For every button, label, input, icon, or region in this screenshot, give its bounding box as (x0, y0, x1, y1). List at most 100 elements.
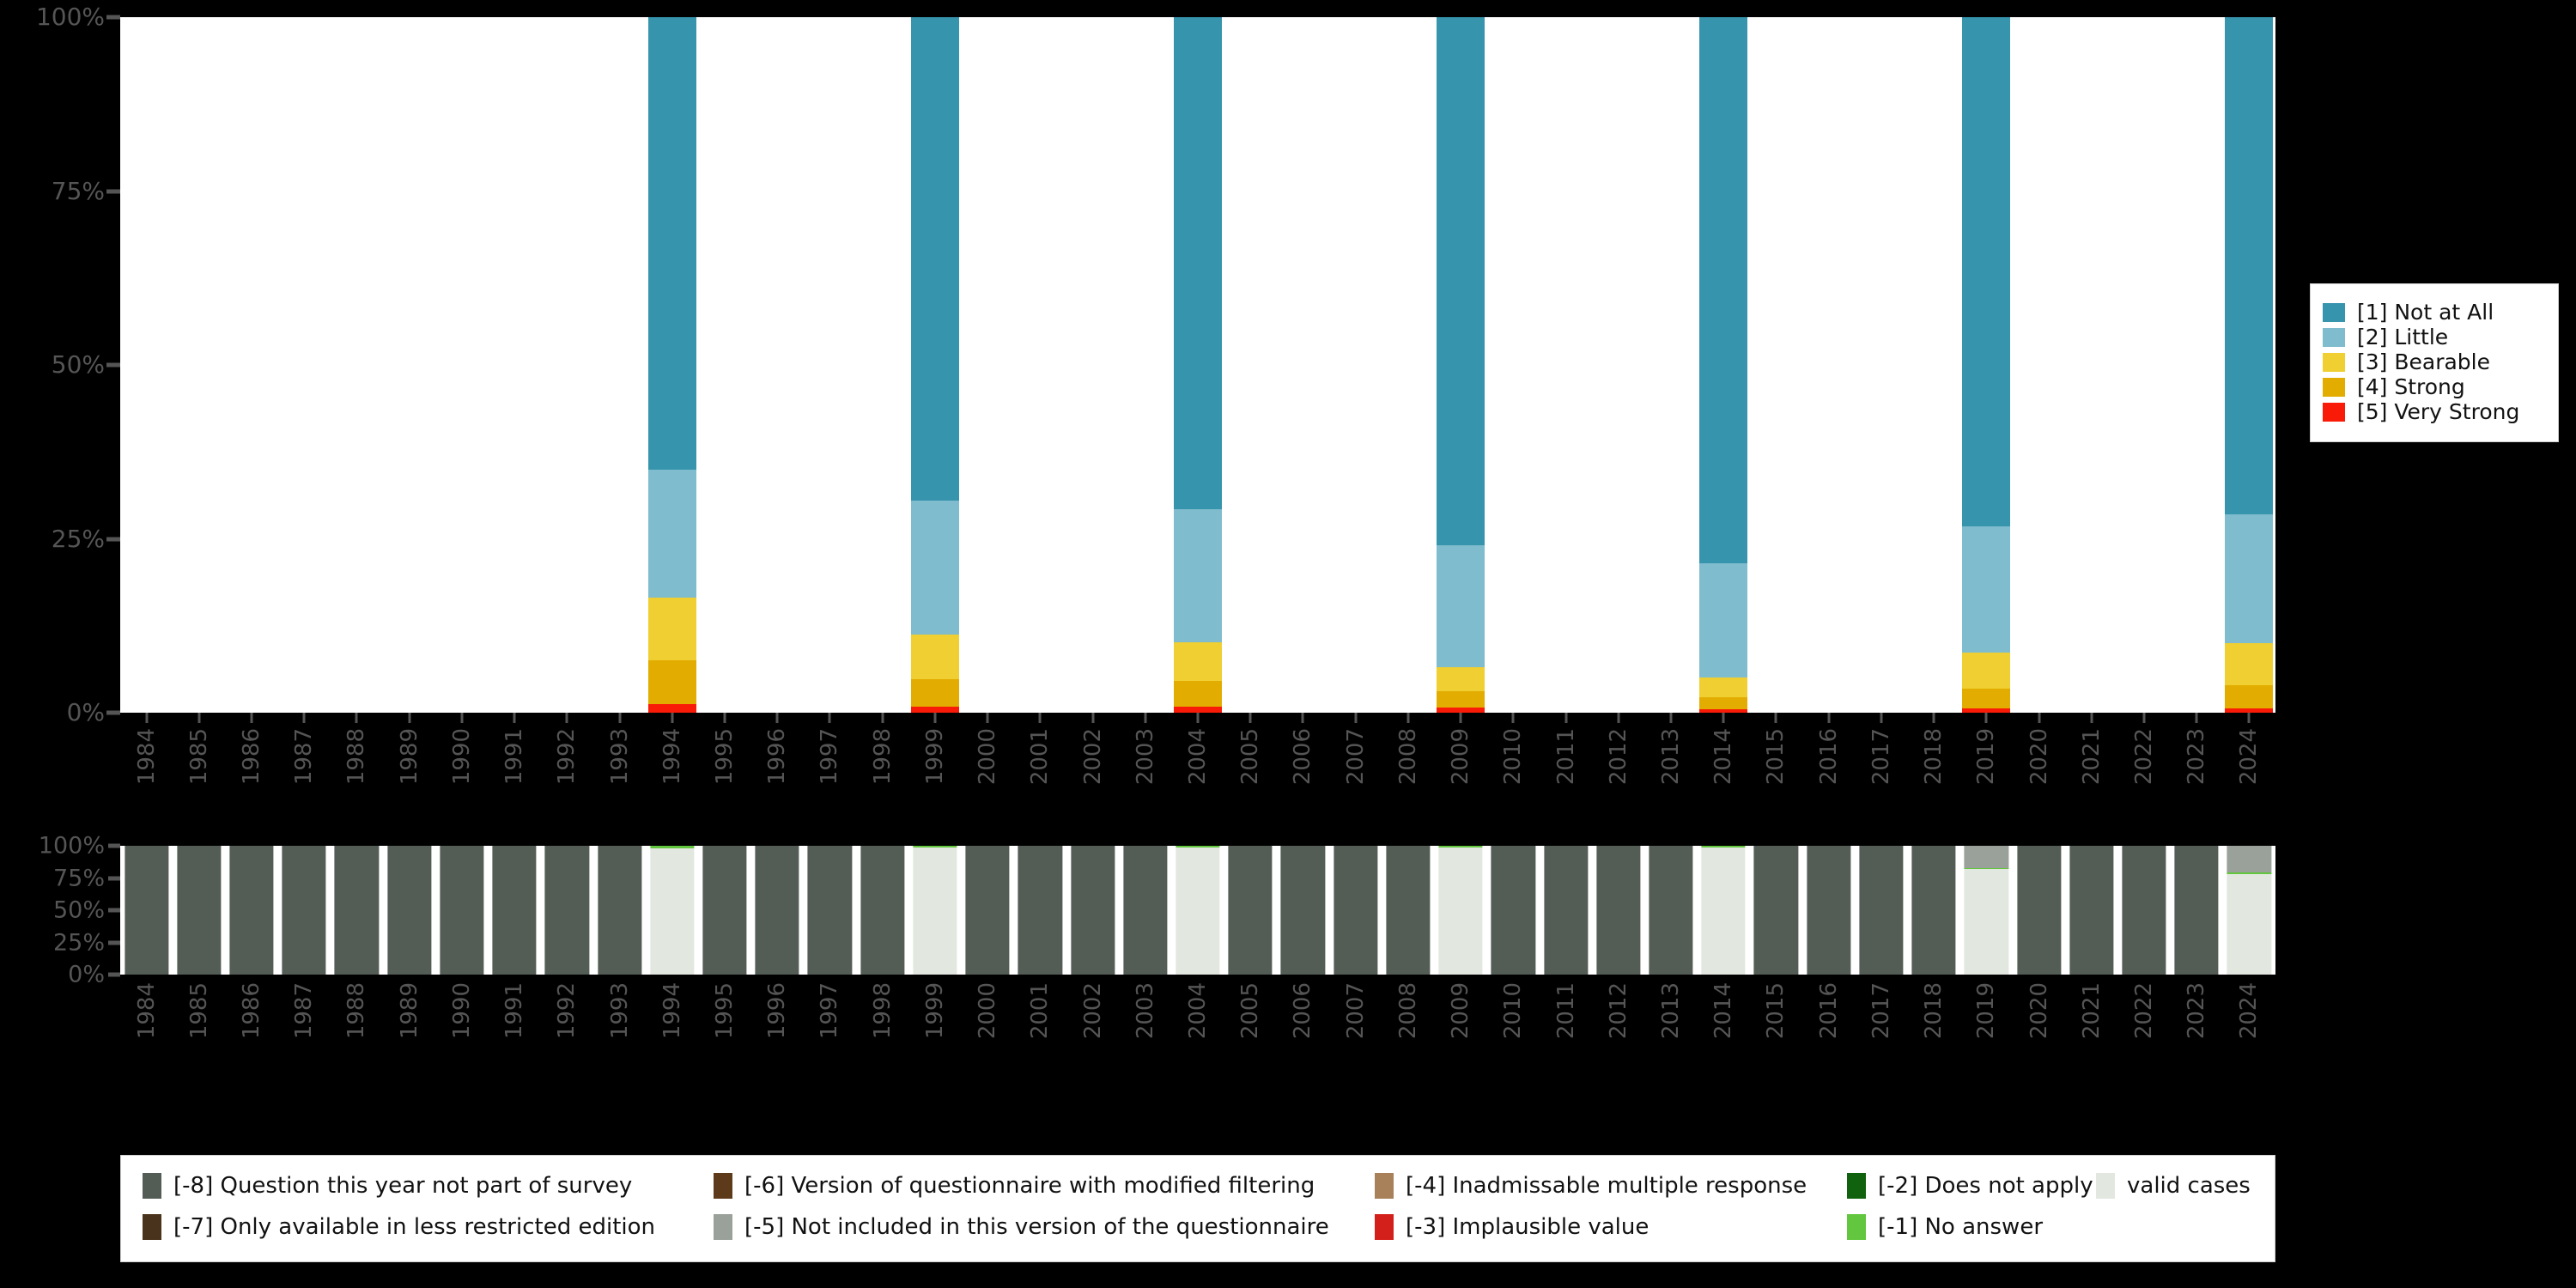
missing-bar-segment[interactable] (650, 846, 695, 848)
missing-bar-segment[interactable] (1018, 846, 1062, 975)
missing-bar-segment[interactable] (2227, 873, 2271, 975)
missing-legend-item[interactable]: [-5] Not included in this version of the… (714, 1212, 1329, 1242)
bar-segment[interactable] (1699, 708, 1748, 713)
bar-segment[interactable] (1962, 653, 2011, 690)
missing-legend-item[interactable]: [-1] No answer (1847, 1212, 2043, 1242)
missing-stacked-bar-2010[interactable] (1491, 846, 1535, 975)
missing-bar-segment[interactable] (1964, 846, 2008, 868)
missing-stacked-bar-2023[interactable] (2174, 846, 2219, 975)
missing-bar-column[interactable] (1119, 846, 1171, 975)
bar-column[interactable] (646, 17, 698, 713)
missing-bar-column[interactable] (1960, 846, 2013, 975)
missing-bar-column[interactable] (1382, 846, 1434, 975)
missing-stacked-bar-2002[interactable] (1070, 846, 1115, 975)
bar-segment[interactable] (910, 17, 959, 501)
missing-bar-column[interactable] (1855, 846, 1907, 975)
bar-segment[interactable] (647, 17, 696, 470)
missing-stacked-bar-2006[interactable] (1280, 846, 1326, 975)
missing-stacked-bar-2005[interactable] (1228, 846, 1273, 975)
missing-bar-segment[interactable] (597, 846, 642, 975)
missing-bar-segment[interactable] (544, 846, 589, 975)
missing-bar-segment[interactable] (1386, 846, 1431, 975)
missing-bar-segment[interactable] (1964, 869, 2008, 975)
missing-bar-segment[interactable] (1176, 846, 1220, 848)
missing-bar-segment[interactable] (1438, 848, 1483, 975)
missing-bar-segment[interactable] (1334, 846, 1378, 975)
missing-bar-segment[interactable] (125, 846, 169, 975)
missing-stacked-bar-2018[interactable] (1911, 846, 1956, 975)
missing-bar-segment[interactable] (2227, 872, 2271, 874)
missing-bar-segment[interactable] (650, 848, 695, 975)
missing-bar-column[interactable] (1644, 846, 1697, 975)
missing-legend-item[interactable]: [-4] Inadmissable multiple response (1375, 1171, 1807, 1200)
missing-bar-column[interactable] (1750, 846, 1802, 975)
missing-bar-segment[interactable] (1280, 846, 1326, 975)
bar-segment[interactable] (647, 469, 696, 598)
missing-bar-column[interactable] (1802, 846, 1855, 975)
missing-bar-column[interactable] (383, 846, 435, 975)
missing-bar-segment[interactable] (177, 846, 222, 975)
legend-item[interactable]: [1] Not at All (2323, 300, 2546, 325)
missing-stacked-bar-2000[interactable] (965, 846, 1010, 975)
missing-bar-segment[interactable] (1649, 846, 1693, 975)
missing-bar-column[interactable] (1171, 846, 1224, 975)
missing-bar-segment[interactable] (2069, 846, 2114, 975)
bar-segment[interactable] (647, 660, 696, 705)
missing-bar-column[interactable] (225, 846, 277, 975)
missing-stacked-bar-1998[interactable] (860, 846, 905, 975)
missing-bar-column[interactable] (1540, 846, 1592, 975)
missing-stacked-bar-2021[interactable] (2069, 846, 2114, 975)
missing-bar-segment[interactable] (702, 846, 747, 975)
missing-bar-segment[interactable] (1964, 867, 2008, 870)
bar-segment[interactable] (1173, 17, 1222, 510)
missing-stacked-bar-1999[interactable] (913, 846, 957, 975)
bar-segment[interactable] (647, 704, 696, 713)
bar-segment[interactable] (1962, 17, 2011, 526)
missing-bar-column[interactable] (2117, 846, 2170, 975)
bar-segment[interactable] (1699, 562, 1748, 678)
missing-bar-column[interactable] (1277, 846, 1329, 975)
bar-segment[interactable] (1173, 680, 1222, 707)
missing-bar-column[interactable] (2065, 846, 2117, 975)
missing-bar-segment[interactable] (755, 846, 799, 975)
missing-bar-segment[interactable] (1859, 846, 1904, 975)
missing-bar-column[interactable] (698, 846, 750, 975)
missing-stacked-bar-2009[interactable] (1438, 846, 1483, 975)
missing-bar-segment[interactable] (913, 848, 957, 975)
missing-bar-segment[interactable] (334, 846, 380, 975)
bar-segment[interactable] (910, 679, 959, 707)
bar-segment[interactable] (1699, 697, 1748, 709)
missing-bar-segment[interactable] (965, 846, 1010, 975)
missing-stacked-bar-1989[interactable] (387, 846, 432, 975)
bar-segment[interactable] (1173, 642, 1222, 681)
missing-bar-segment[interactable] (1753, 846, 1799, 975)
bar-segment[interactable] (2225, 684, 2274, 709)
missing-legend-item[interactable]: [-2] Does not apply (1847, 1171, 2093, 1200)
stacked-bar-1999[interactable] (910, 17, 959, 713)
missing-bar-column[interactable] (1329, 846, 1382, 975)
bar-segment[interactable] (1437, 690, 1485, 708)
bar-segment[interactable] (2225, 514, 2274, 643)
missing-bar-segment[interactable] (492, 846, 537, 975)
stacked-bar-2004[interactable] (1173, 17, 1222, 713)
missing-bar-segment[interactable] (1123, 846, 1168, 975)
bar-segment[interactable] (910, 500, 959, 635)
bar-segment[interactable] (1699, 677, 1748, 698)
missing-bar-column[interactable] (646, 846, 698, 975)
missing-bar-column[interactable] (2223, 846, 2275, 975)
missing-legend-item[interactable]: valid cases (2096, 1171, 2251, 1200)
missing-bar-segment[interactable] (440, 846, 484, 975)
bar-segment[interactable] (910, 706, 959, 713)
missing-bar-column[interactable] (489, 846, 541, 975)
stacked-bar-2014[interactable] (1699, 17, 1748, 713)
missing-stacked-bar-2011[interactable] (1543, 846, 1589, 975)
missing-bar-segment[interactable] (229, 846, 274, 975)
bar-segment[interactable] (1962, 526, 2011, 653)
missing-bar-segment[interactable] (1543, 846, 1589, 975)
missing-bar-segment[interactable] (1807, 846, 1851, 975)
missing-stacked-bar-2012[interactable] (1596, 846, 1641, 975)
missing-stacked-bar-2007[interactable] (1334, 846, 1378, 975)
missing-bar-column[interactable] (1487, 846, 1540, 975)
missing-bar-column[interactable] (908, 846, 961, 975)
missing-bar-column[interactable] (856, 846, 908, 975)
